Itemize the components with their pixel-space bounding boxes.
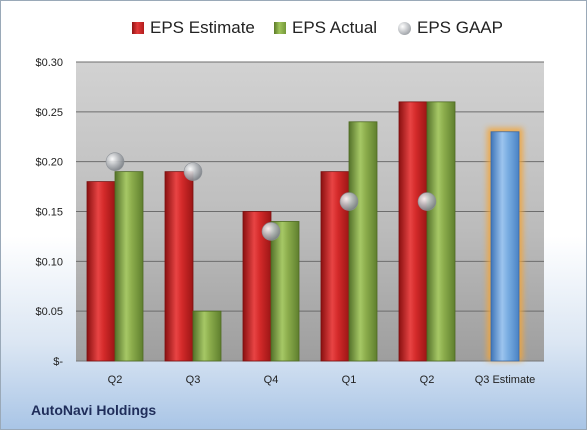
legend-label-actual: EPS Actual [292, 18, 378, 37]
x-tick-label: Q4 [264, 374, 279, 386]
y-tick-label: $0.10 [35, 256, 63, 268]
y-axis: $- $0.05 $0.10 $0.15 $0.20 $0.25 $0.30 [35, 57, 63, 368]
bar-eps-estimate [398, 101, 428, 362]
x-tick-label: Q3 [186, 374, 201, 386]
company-name: AutoNavi Holdings [31, 402, 157, 418]
point-eps-gaap [105, 152, 125, 171]
y-tick-label: $0.05 [35, 306, 63, 318]
gridlines [76, 61, 544, 362]
bar-eps-estimate-future [490, 131, 520, 362]
legend-swatch-actual [274, 22, 286, 34]
bar-eps-estimate [86, 181, 116, 362]
x-tick-label: Q3 Estimate [475, 374, 536, 386]
x-tick-label: Q1 [342, 374, 357, 386]
bar-eps-actual [114, 171, 144, 362]
y-tick-label: $- [53, 356, 63, 368]
y-tick-label: $0.25 [35, 107, 63, 119]
bar-eps-actual [192, 310, 222, 362]
point-eps-gaap [183, 162, 203, 181]
bars [86, 101, 523, 362]
bar-eps-actual [348, 121, 378, 362]
legend-swatch-estimate [132, 22, 144, 34]
point-eps-gaap [261, 222, 281, 241]
point-eps-gaap [417, 192, 437, 211]
y-tick-label: $0.30 [35, 57, 63, 69]
x-tick-label: Q2 [108, 374, 123, 386]
legend-item-estimate: EPS Estimate [132, 18, 255, 38]
point-eps-gaap [339, 192, 359, 211]
x-tick-label: Q2 [420, 374, 435, 386]
gaap-points [105, 152, 437, 241]
x-axis: Q2 Q3 Q4 Q1 Q2 Q3 Estimate [108, 374, 536, 386]
legend-item-gaap: EPS GAAP [398, 18, 503, 38]
legend-item-actual: EPS Actual [274, 18, 377, 38]
legend-swatch-gaap [398, 21, 411, 35]
y-tick-label: $0.20 [35, 157, 63, 169]
y-tick-label: $0.15 [35, 207, 63, 219]
bar-eps-actual [426, 101, 456, 362]
legend-label-estimate: EPS Estimate [150, 18, 255, 37]
legend: EPS Estimate EPS Actual EPS GAAP [1, 18, 587, 42]
bar-eps-estimate [164, 171, 194, 362]
legend-label-gaap: EPS GAAP [417, 18, 503, 37]
bar-eps-actual [270, 221, 300, 362]
